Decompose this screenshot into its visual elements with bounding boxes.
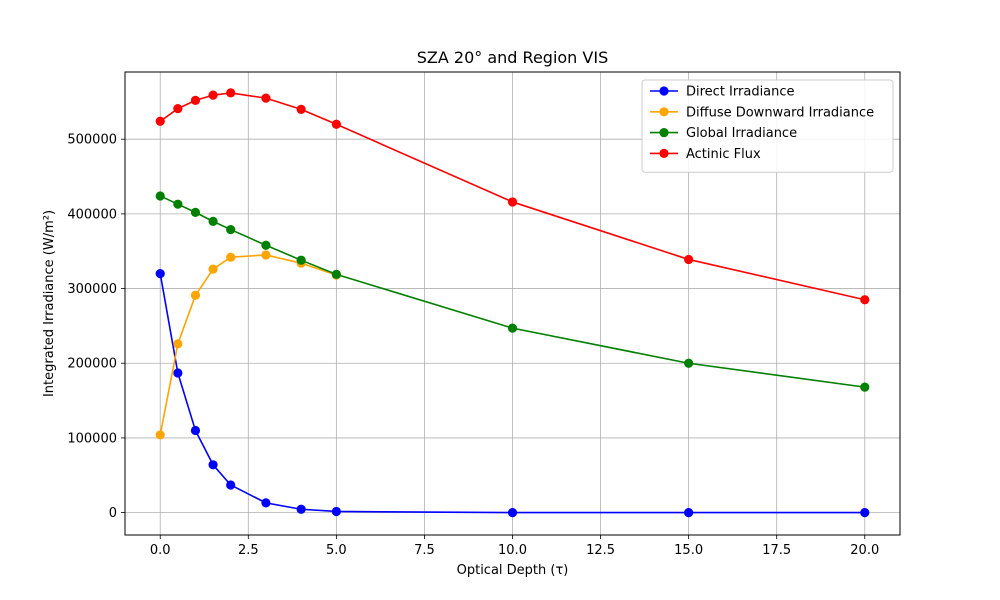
data-point-global-irradiance xyxy=(296,255,306,265)
legend-marker xyxy=(659,128,669,138)
data-point-direct-irradiance xyxy=(190,425,201,436)
legend-label: Global Irradiance xyxy=(686,126,797,141)
data-point-diffuse-downward-irradiance xyxy=(155,430,165,440)
data-point-global-irradiance xyxy=(261,240,271,250)
data-point-global-irradiance xyxy=(507,323,518,333)
data-point-global-irradiance xyxy=(331,269,341,279)
x-tick-label: 0.0 xyxy=(150,543,171,558)
data-point-global-irradiance xyxy=(173,199,183,209)
data-point-actinic-flux xyxy=(507,197,518,207)
y-tick-label: 300000 xyxy=(67,282,117,297)
data-point-global-irradiance xyxy=(190,207,201,217)
legend-marker xyxy=(659,86,669,96)
x-tick-label: 17.5 xyxy=(762,543,791,558)
data-point-actinic-flux xyxy=(226,88,236,98)
legend-label: Direct Irradiance xyxy=(686,85,795,100)
x-tick-label: 15.0 xyxy=(674,543,703,558)
data-point-diffuse-downward-irradiance xyxy=(173,339,183,349)
data-point-global-irradiance xyxy=(860,382,870,392)
legend-box xyxy=(641,79,894,173)
series-line-diffuse-downward-irradiance xyxy=(159,254,337,436)
x-axis: 0.0 2.5 5.0 7.5 10.0 12.5 15.0 17.5 20.0 xyxy=(150,535,879,558)
data-point-direct-irradiance xyxy=(507,507,518,518)
data-point-global-irradiance xyxy=(226,224,236,235)
data-point-direct-irradiance xyxy=(226,480,236,490)
y-tick-label: 200000 xyxy=(67,357,117,372)
data-point-diffuse-downward-irradiance xyxy=(190,290,201,300)
x-tick-label: 20.0 xyxy=(850,543,879,558)
data-point-direct-irradiance xyxy=(860,507,870,518)
data-point-global-irradiance xyxy=(684,358,694,368)
data-point-direct-irradiance xyxy=(296,504,306,514)
x-tick-label: 10.0 xyxy=(498,543,527,558)
legend-marker xyxy=(659,107,669,117)
y-axis: 0 100000 200000 300000 400000 500000 xyxy=(67,133,125,521)
legend-label: Diffuse Downward Irradiance xyxy=(686,105,874,120)
x-axis-title: Optical Depth (τ) xyxy=(457,563,569,578)
x-tick-label: 5.0 xyxy=(326,543,347,558)
x-tick-label: 7.5 xyxy=(414,543,435,558)
x-tick-label: 12.5 xyxy=(586,543,615,558)
data-point-actinic-flux xyxy=(155,116,165,126)
data-point-actinic-flux xyxy=(261,93,271,103)
legend-marker xyxy=(659,148,669,158)
series-direct-irradiance xyxy=(155,269,870,518)
data-point-actinic-flux xyxy=(190,95,201,105)
y-tick-label: 0 xyxy=(109,506,117,521)
data-point-actinic-flux xyxy=(173,103,183,114)
data-point-direct-irradiance xyxy=(155,269,165,279)
data-point-direct-irradiance xyxy=(261,498,271,508)
data-point-direct-irradiance xyxy=(331,506,341,517)
chart-title: SZA 20° and Region VIS xyxy=(417,48,608,67)
series-layer xyxy=(155,88,870,518)
data-point-direct-irradiance xyxy=(208,460,218,470)
data-point-diffuse-downward-irradiance xyxy=(208,264,218,274)
data-point-direct-irradiance xyxy=(684,507,694,518)
y-tick-label: 500000 xyxy=(67,133,117,148)
data-point-actinic-flux xyxy=(296,104,306,114)
data-point-actinic-flux xyxy=(208,90,218,100)
data-point-diffuse-downward-irradiance xyxy=(261,250,271,260)
data-point-actinic-flux xyxy=(860,295,870,305)
y-axis-title: Integrated Irradiance (W/m²) xyxy=(42,210,57,397)
legend: Direct Irradiance Diffuse Downward Irradi… xyxy=(641,79,894,173)
y-tick-label: 400000 xyxy=(67,207,117,222)
y-tick-label: 100000 xyxy=(67,431,117,446)
data-point-global-irradiance xyxy=(208,216,218,226)
series-actinic-flux xyxy=(155,88,870,305)
x-tick-label: 2.5 xyxy=(238,543,259,558)
data-point-actinic-flux xyxy=(684,254,694,265)
data-point-diffuse-downward-irradiance xyxy=(226,252,236,262)
series-global-irradiance xyxy=(155,191,870,392)
data-point-global-irradiance xyxy=(155,191,165,201)
legend-label: Actinic Flux xyxy=(686,147,761,162)
data-point-direct-irradiance xyxy=(173,368,183,378)
data-point-actinic-flux xyxy=(331,119,341,129)
